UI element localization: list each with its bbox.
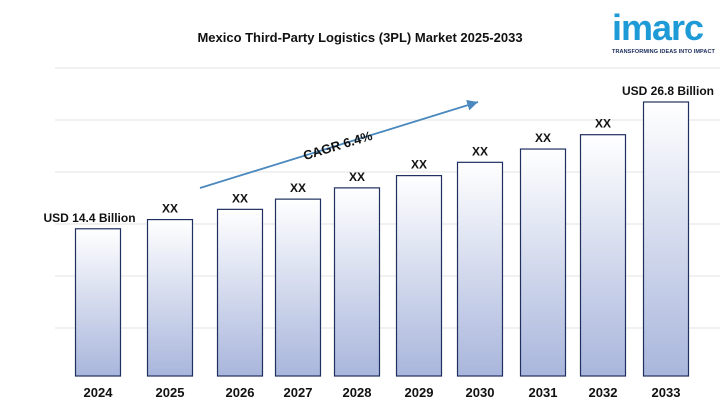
x-tick-2031: 2031 [529, 385, 558, 400]
bar-value-label-2024: USD 14.4 Billion [44, 211, 136, 225]
bar-2032 [579, 134, 627, 377]
bar-value-label-2031: XX [535, 131, 551, 145]
x-tick-2027: 2027 [284, 385, 313, 400]
bar-value-label-2025: XX [162, 202, 178, 216]
bar-2025 [146, 218, 194, 377]
bar-2030 [456, 161, 504, 377]
bar-2024 [74, 228, 122, 377]
bar-2028 [333, 187, 381, 377]
bar-value-label-2030: XX [472, 144, 488, 158]
bar-2029 [395, 175, 443, 377]
bar-value-label-2027: XX [290, 181, 306, 195]
bars [74, 101, 690, 377]
x-axis-tick-labels: 2024 2025 2026 2027 2028 2029 2030 2031 2032 2033 [84, 385, 681, 400]
bar-2031 [519, 148, 567, 377]
x-tick-2029: 2029 [405, 385, 434, 400]
x-tick-2026: 2026 [226, 385, 255, 400]
x-tick-2025: 2025 [156, 385, 185, 400]
cagr-trend-arrow [199, 100, 479, 189]
x-tick-2024: 2024 [84, 385, 114, 400]
logo-tagline: TRANSFORMING IDEAS INTO IMPACT [612, 49, 716, 55]
imarc-logo: imarc TRANSFORMING IDEAS INTO IMPACT [610, 8, 715, 56]
logo-wordmark: imarc [612, 7, 704, 48]
cagr-annotation: CAGR 6.4% [301, 128, 374, 163]
bar-value-label-2029: XX [411, 158, 427, 172]
bar-value-label-2026: XX [232, 191, 248, 205]
bar-2033 [642, 101, 690, 377]
bar-value-label-2033: USD 26.8 Billion [622, 84, 714, 98]
bar-2027 [274, 198, 322, 377]
x-tick-2032: 2032 [589, 385, 618, 400]
bar-value-label-2032: XX [595, 117, 611, 131]
x-tick-2028: 2028 [343, 385, 372, 400]
x-tick-2033: 2033 [652, 385, 681, 400]
bar-2026 [216, 208, 264, 377]
chart-title: Mexico Third-Party Logistics (3PL) Marke… [197, 30, 523, 45]
bar-value-labels: USD 14.4 Billion XX XX XX XX XX XX XX XX USD 26.8… [44, 84, 715, 225]
x-tick-2030: 2030 [466, 385, 495, 400]
bar-value-label-2028: XX [349, 170, 365, 184]
